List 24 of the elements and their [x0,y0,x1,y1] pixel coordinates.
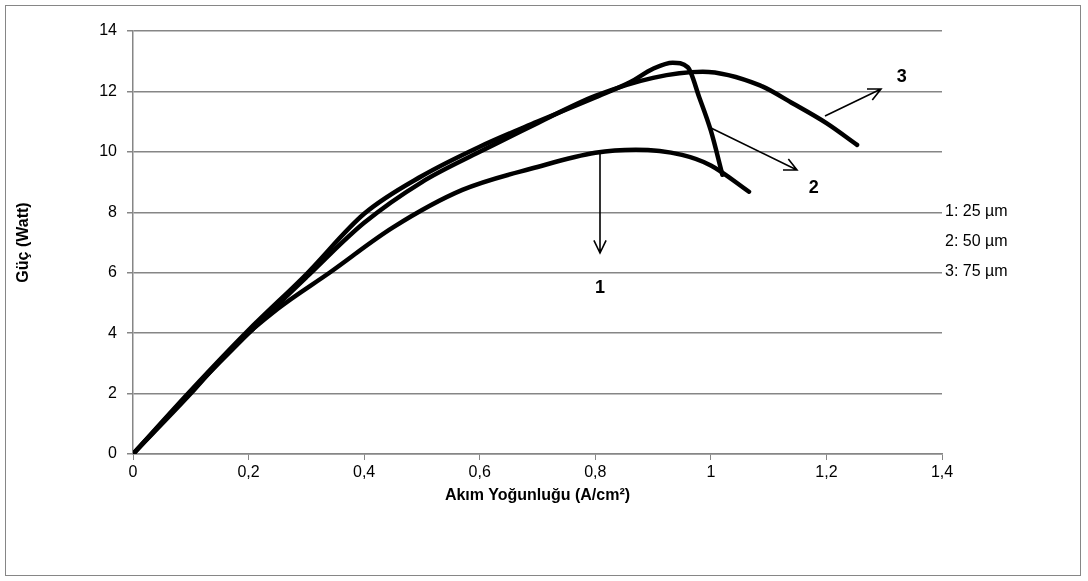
y-axis-title: Güç (Watt) [14,202,32,283]
y-tick-label: 4 [108,323,118,341]
y-tick-label: 14 [99,21,118,39]
x-tick-label: 0,4 [353,463,376,481]
x-tick-label: 0,6 [468,463,491,481]
x-tick-label: 1 [706,463,716,481]
text: 3: 75 µm [945,261,1008,281]
x-tick-label: 0 [128,463,138,481]
text: 2: 50 µm [945,231,1008,251]
annotation: 1 [594,276,606,298]
y-tick-label: 12 [99,81,118,99]
x-tick-label: 1,2 [815,463,838,481]
x-tick-label: 0,2 [237,463,260,481]
text: 1: 25 µm [945,201,1008,221]
y-tick-label: 2 [108,383,118,401]
y-tick-label: 0 [108,444,118,462]
x-tick-label: 0,8 [584,463,607,481]
x-axis-title: Akım Yoğunluğu (A/cm²) [444,485,631,503]
annotation: 3 [896,65,907,87]
annotation: 2 [808,176,819,198]
y-tick-label: 8 [108,202,118,220]
x-tick-label: 1,4 [930,463,954,481]
y-tick-label: 10 [99,142,118,160]
y-tick-label: 6 [108,263,118,281]
